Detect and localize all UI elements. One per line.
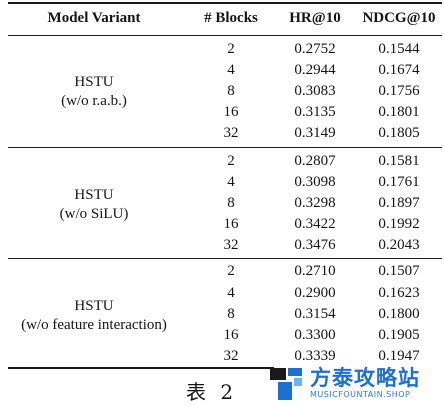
table-cell-ndcg: 0.1905 xyxy=(378,327,420,343)
table-cell-blocks: 32 xyxy=(223,125,239,141)
model-variant: (w/o feature interaction) xyxy=(21,317,167,333)
table-cell-hr: 0.2807 xyxy=(294,153,336,169)
header-ndcg10: NDCG@10 xyxy=(362,10,436,26)
header-model-variant: Model Variant xyxy=(47,10,141,26)
table-cell-ndcg: 0.1800 xyxy=(378,306,420,322)
table-cell-blocks: 8 xyxy=(227,306,235,322)
table-cell-ndcg: 0.1756 xyxy=(378,83,420,99)
model-name: HSTU xyxy=(74,187,114,203)
header-bottom-rule xyxy=(8,35,442,36)
model-label-rab: HSTU (w/o r.a.b.) xyxy=(10,73,178,111)
model-label-silu: HSTU (w/o SiLU) xyxy=(10,186,178,224)
table-cell-ndcg: 0.1992 xyxy=(378,216,420,232)
table-cell-ndcg: 0.1674 xyxy=(378,62,420,78)
table-cell-hr: 0.2710 xyxy=(294,263,336,279)
header-hr10: HR@10 xyxy=(289,10,341,26)
model-name: HSTU xyxy=(74,74,114,90)
table-cell-ndcg: 0.1801 xyxy=(378,104,420,120)
table-cell-hr: 0.2752 xyxy=(294,41,336,57)
table-cell-hr: 0.3422 xyxy=(294,216,336,232)
model-variant: (w/o r.a.b.) xyxy=(61,93,127,109)
table-cell-hr: 0.3098 xyxy=(294,174,336,190)
table-cell-ndcg: 0.1805 xyxy=(378,125,420,141)
watermark-logo: 方泰攻略站 MUSICFOUNTAIN.SHOP xyxy=(266,362,444,406)
table-cell-ndcg: 0.1947 xyxy=(378,348,420,364)
table-cell-blocks: 2 xyxy=(227,41,235,57)
table-cell-hr: 0.3476 xyxy=(294,237,336,253)
table-cell-blocks: 4 xyxy=(227,285,235,301)
logo-mark-icon xyxy=(270,368,302,400)
table-cell-blocks: 32 xyxy=(223,237,239,253)
table-cell-blocks: 2 xyxy=(227,263,235,279)
table-cell-blocks: 4 xyxy=(227,62,235,78)
header-blocks: # Blocks xyxy=(204,10,258,26)
table-cell-hr: 0.3339 xyxy=(294,348,336,364)
group-separator xyxy=(8,258,442,259)
table-cell-hr: 0.2900 xyxy=(294,285,336,301)
table-cell-blocks: 16 xyxy=(223,104,239,120)
table-cell-ndcg: 0.1623 xyxy=(378,285,420,301)
table-cell-hr: 0.2944 xyxy=(294,62,336,78)
table-cell-ndcg: 0.2043 xyxy=(378,237,420,253)
table-cell-blocks: 32 xyxy=(223,348,239,364)
table-cell-blocks: 4 xyxy=(227,174,235,190)
table-cell-ndcg: 0.1581 xyxy=(378,153,420,169)
table-cell-ndcg: 0.1507 xyxy=(378,263,420,279)
model-name: HSTU xyxy=(74,298,114,314)
table-cell-hr: 0.3135 xyxy=(294,104,336,120)
table-cell-ndcg: 0.1544 xyxy=(378,41,420,57)
table-cell-blocks: 2 xyxy=(227,153,235,169)
watermark-subtitle: MUSICFOUNTAIN.SHOP xyxy=(310,390,411,399)
table-cell-blocks: 8 xyxy=(227,83,235,99)
table-cell-blocks: 16 xyxy=(223,216,239,232)
model-label-feature-interaction: HSTU (w/o feature interaction) xyxy=(10,297,178,335)
table-cell-hr: 0.3298 xyxy=(294,195,336,211)
table-top-rule xyxy=(8,2,442,4)
table-caption: 表 2 xyxy=(186,380,238,404)
table-cell-hr: 0.3149 xyxy=(294,125,336,141)
table-cell-ndcg: 0.1761 xyxy=(378,174,420,190)
table-cell-hr: 0.3300 xyxy=(294,327,336,343)
watermark-title: 方泰攻略站 xyxy=(310,366,420,390)
model-variant: (w/o SiLU) xyxy=(59,206,129,222)
table-cell-ndcg: 0.1897 xyxy=(378,195,420,211)
table-cell-hr: 0.3083 xyxy=(294,83,336,99)
table-cell-blocks: 8 xyxy=(227,195,235,211)
table-cell-blocks: 16 xyxy=(223,327,239,343)
table-cell-hr: 0.3154 xyxy=(294,306,336,322)
group-separator xyxy=(8,147,442,148)
table-bottom-rule xyxy=(8,367,274,369)
